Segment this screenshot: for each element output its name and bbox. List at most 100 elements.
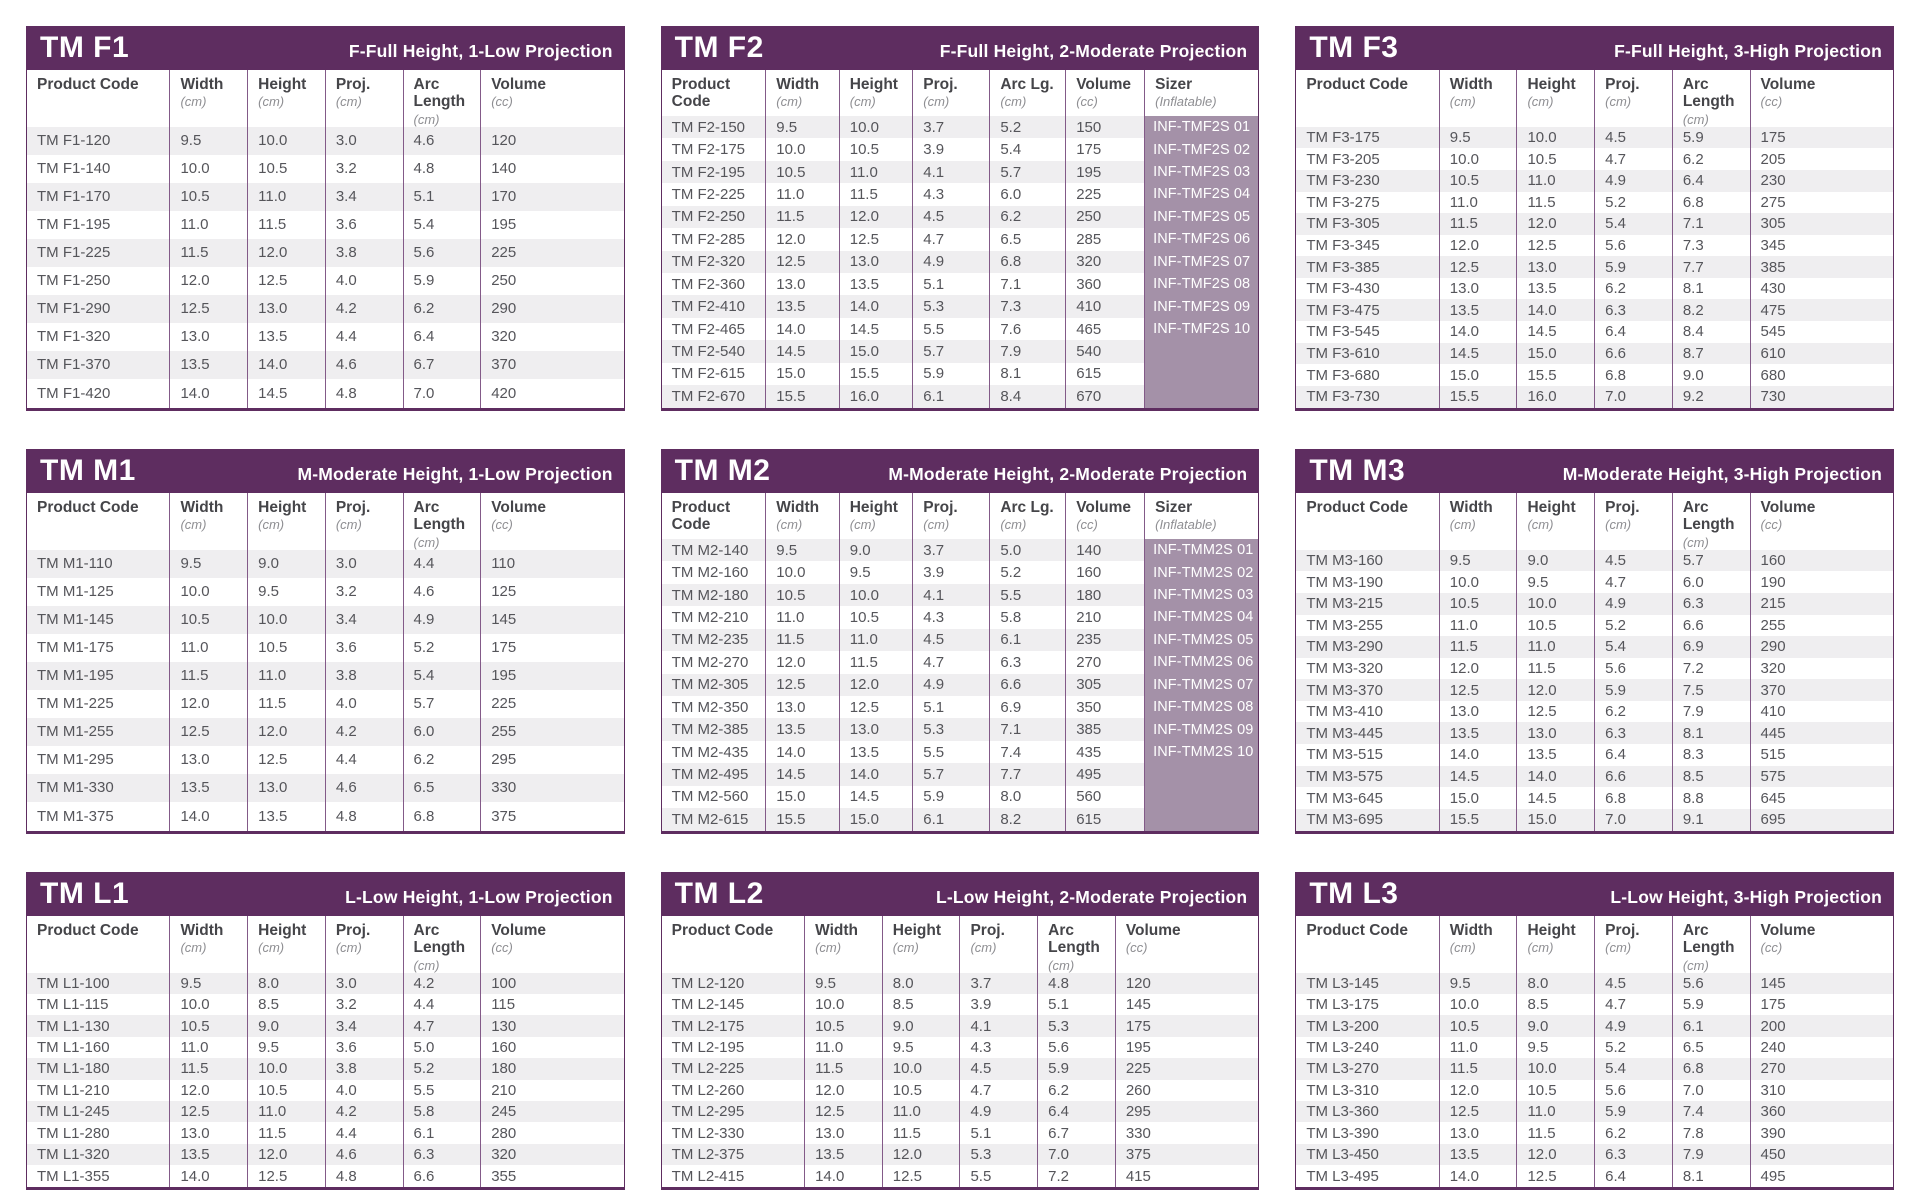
table-row: TM F3-545 14.0 14.5 6.4 8.4 545	[1296, 321, 1894, 343]
cell-volume: 175	[1749, 126, 1894, 149]
cell-height: 12.0	[1516, 1143, 1595, 1166]
table-row: TM F2-670 15.5 16.0 6.1 8.4 670	[661, 385, 1259, 410]
table-row: TM L1-100 9.5 8.0 3.0 4.2 100	[26, 972, 625, 995]
cell-width: 10.5	[1438, 169, 1517, 192]
cell-proj: 4.5	[1594, 549, 1673, 572]
cell-volume: 320	[1065, 250, 1145, 273]
table-row: TM F2-175 10.0 10.5 3.9 5.4 175 INF-TMF2S 02	[661, 138, 1259, 161]
cell-volume: 210	[480, 1079, 625, 1101]
cell-arc-length: 5.0	[402, 1036, 481, 1059]
cell-proj: 3.0	[324, 126, 403, 155]
cell-volume: 370	[1749, 679, 1894, 701]
column-header-row: Product Code Width (cm) Height (cm) Proj. (cm)…	[26, 493, 625, 550]
table-row: TM F2-465 14.0 14.5 5.5 7.6 465 INF-TMF2S 10	[661, 317, 1259, 341]
cell-volume: 545	[1749, 321, 1894, 343]
column-unit: (cm)	[892, 940, 919, 956]
table-row: TM F3-610 14.5 15.0 6.6 8.7 610	[1295, 342, 1894, 365]
cell-width: 13.5	[804, 1143, 883, 1166]
table-row: TM F2-410 13.5 14.0 5.3 7.3 410 INF-TMF2S 09	[661, 295, 1259, 318]
cell-volume: 360	[1749, 1100, 1894, 1123]
table-row: TM F1-195 11.0 11.5 3.6 5.4 195	[27, 210, 625, 239]
cell-product-code: TM F1-120	[26, 126, 170, 155]
cell-height: 10.5	[247, 1079, 326, 1101]
cell-proj: 4.7	[959, 1079, 1038, 1101]
cell-product-code: TM M3-290	[1295, 636, 1440, 658]
sizer-cell: INF-TMM2S 01	[1144, 539, 1259, 562]
table-row: TM L1-180 11.5 10.0 3.8 5.2 180	[26, 1058, 625, 1080]
cell-height: 9.0	[1516, 1015, 1595, 1037]
cell-width: 10.5	[804, 1015, 883, 1037]
cell-product-code: TM F3-545	[1306, 323, 1380, 341]
cell-width: 13.0	[1438, 277, 1517, 300]
cell-product-code: TM L2-145	[671, 996, 745, 1014]
table-subtitle: M-Moderate Height, 3-High Projection	[1562, 464, 1882, 484]
cell-volume: 345	[1749, 234, 1894, 257]
cell-product-code: TM M2-180	[661, 583, 766, 607]
cell-proj: 5.5	[912, 317, 990, 341]
table-row: TM M1-330 13.5 13.0 4.6 6.5 330	[26, 773, 625, 802]
cell-volume: 245	[480, 1100, 625, 1123]
cell-proj: 7.0	[1594, 808, 1673, 833]
column-header-volume: Volume (cc)	[1749, 493, 1894, 550]
cell-product-code: TM F2-175	[671, 141, 746, 159]
table-subtitle: F-Full Height, 3-High Projection	[1614, 41, 1882, 61]
sizer-cell: INF-TMF2S 01	[1144, 116, 1259, 139]
cell-height: 8.5	[1516, 994, 1595, 1016]
cell-proj: 3.0	[324, 549, 403, 578]
column-label: Arc Length	[413, 922, 466, 957]
cell-arc-length: 5.4	[402, 661, 481, 690]
column-unit: (cm)	[970, 940, 997, 956]
cell-height: 11.0	[247, 661, 326, 690]
cell-product-code: TM F1-370	[26, 350, 170, 379]
column-unit: (cm)	[815, 940, 842, 956]
cell-width: 12.5	[1438, 1100, 1517, 1123]
column-header-volume: Volume (cc)	[1749, 916, 1894, 973]
column-unit: (cm)	[1682, 111, 1709, 127]
cell-arc-length: 6.4	[1037, 1100, 1116, 1123]
cell-product-code: TM M2-160	[671, 564, 749, 582]
cell-height: 11.5	[1516, 657, 1595, 680]
cell-product-code: TM M3-320	[1306, 659, 1384, 677]
cell-volume: 670	[1065, 385, 1145, 410]
cell-product-code: TM L1-355	[37, 1167, 110, 1185]
cell-arc-length: 5.2	[402, 1058, 481, 1080]
column-unit: (cm)	[413, 957, 440, 973]
cell-height: 10.5	[838, 606, 913, 629]
cell-arc-length: 6.4	[1671, 169, 1751, 192]
column-unit: (cm)	[776, 517, 803, 533]
cell-arc-length: 9.2	[1671, 385, 1751, 410]
cell-width: 10.5	[1438, 1015, 1517, 1037]
column-label: Arc Length	[413, 76, 466, 111]
cell-volume: 435	[1065, 740, 1145, 764]
column-unit: (cm)	[923, 517, 950, 533]
cell-height: 10.0	[247, 1058, 326, 1080]
cell-proj: 5.6	[1594, 657, 1673, 680]
column-header-volume: Volume (cc)	[1749, 70, 1894, 127]
cell-height: 12.0	[247, 717, 326, 746]
cell-width: 10.0	[1438, 148, 1517, 170]
cell-volume: 255	[1749, 614, 1894, 637]
cell-arc-length: 6.5	[402, 773, 481, 802]
cell-product-code: TM F2-410	[661, 295, 766, 318]
column-label: Width	[1449, 922, 1493, 939]
cell-volume: 360	[1065, 272, 1145, 296]
cell-proj: 6.4	[1594, 744, 1673, 766]
cell-width: 11.0	[804, 1036, 883, 1059]
column-label: Height	[258, 76, 307, 93]
cell-height: 13.0	[247, 773, 326, 802]
cell-product-code: TM L3-145	[1295, 972, 1440, 995]
cell-width: 10.5	[1438, 592, 1517, 615]
cell-product-code: TM L3-310	[1306, 1081, 1379, 1099]
column-label: Width	[180, 76, 224, 93]
cell-product-code: TM M1-255	[26, 717, 170, 746]
cell-proj: 4.9	[1594, 1015, 1673, 1037]
column-header-height: Height (cm)	[838, 70, 913, 116]
table-card-tm-f2: TM F2 F-Full Height, 2-Moderate Projecti…	[660, 26, 1260, 411]
column-unit: (cm)	[1605, 517, 1632, 533]
column-label: Width	[180, 922, 224, 939]
cell-proj: 5.6	[1594, 234, 1673, 257]
table-row: TM L1-160 11.0 9.5 3.6 5.0 160	[27, 1036, 625, 1059]
column-header-row: Product Code Width (cm) Height (cm) Proj. (cm)…	[26, 916, 625, 973]
cell-volume: 175	[480, 633, 625, 662]
cell-arc-length: 4.9	[402, 605, 481, 634]
